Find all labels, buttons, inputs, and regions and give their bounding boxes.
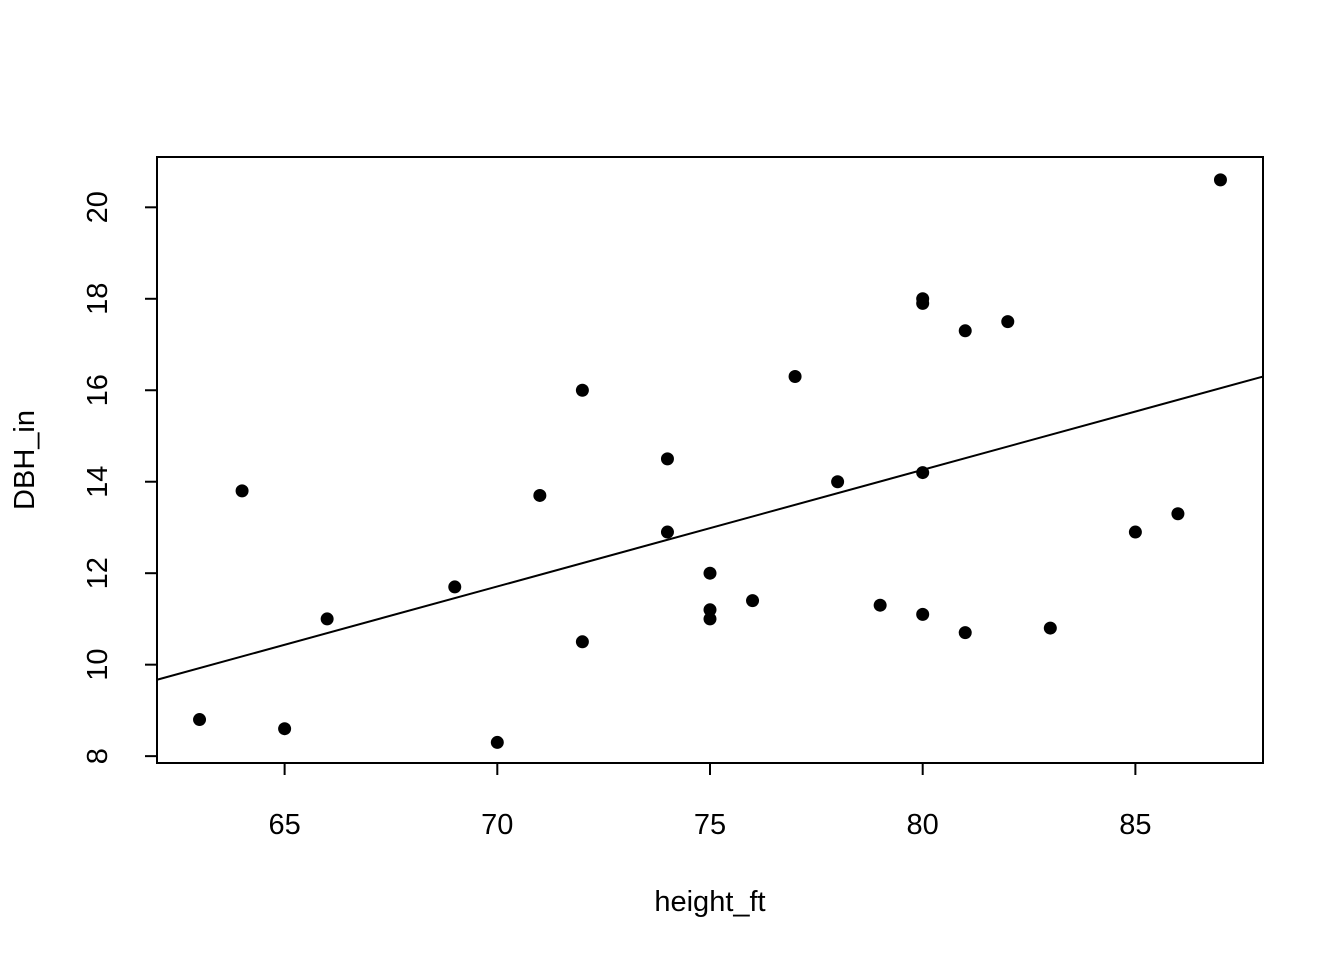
y-tick-label-1: 10	[82, 649, 114, 681]
plot-frame	[156, 156, 1264, 764]
data-point-15	[788, 370, 802, 384]
data-point-1	[235, 484, 249, 498]
data-point-24	[1001, 315, 1015, 329]
data-point-26	[1128, 525, 1142, 539]
data-point-8	[575, 635, 589, 649]
data-point-25	[1043, 621, 1057, 635]
data-point-6	[533, 488, 547, 502]
data-point-10	[660, 525, 674, 539]
y-axis-title: DBH_in	[9, 410, 41, 510]
data-point-27	[1171, 507, 1185, 521]
data-point-12	[703, 603, 717, 617]
data-point-21	[916, 607, 930, 621]
x-axis: 65 70 75 80 85	[268, 762, 1152, 841]
x-tick-label-0: 65	[268, 809, 300, 841]
y-tick-label-6: 20	[82, 191, 114, 223]
x-axis-title: height_ft	[654, 886, 765, 918]
data-point-17	[873, 598, 887, 612]
x-tick-label-1: 70	[481, 809, 513, 841]
data-point-9	[660, 452, 674, 466]
data-point-13	[703, 612, 717, 626]
data-point-11	[703, 566, 717, 580]
data-point-14	[746, 594, 760, 608]
data-point-7	[575, 383, 589, 397]
y-tick-label-0: 8	[82, 748, 114, 764]
data-point-20	[916, 466, 930, 480]
points-layer	[193, 173, 1227, 749]
y-axis: 8 10 12 14 16 18 20	[82, 191, 158, 764]
data-point-0	[193, 713, 207, 727]
y-tick-label-3: 14	[82, 466, 114, 498]
data-point-2	[278, 722, 292, 736]
fit-layer	[156, 375, 1264, 681]
data-point-19	[916, 296, 930, 310]
y-tick-label-5: 18	[82, 283, 114, 315]
data-point-3	[320, 612, 334, 626]
regression-line	[156, 375, 1264, 681]
data-point-28	[1213, 173, 1227, 187]
data-point-22	[958, 324, 972, 338]
x-tick-label-2: 75	[694, 809, 726, 841]
y-tick-label-4: 16	[82, 374, 114, 406]
x-tick-label-3: 80	[907, 809, 939, 841]
y-tick-label-2: 12	[82, 557, 114, 589]
data-point-23	[958, 626, 972, 640]
data-point-4	[448, 580, 462, 594]
x-tick-label-4: 85	[1119, 809, 1151, 841]
data-point-5	[490, 735, 504, 749]
data-point-16	[831, 475, 845, 489]
